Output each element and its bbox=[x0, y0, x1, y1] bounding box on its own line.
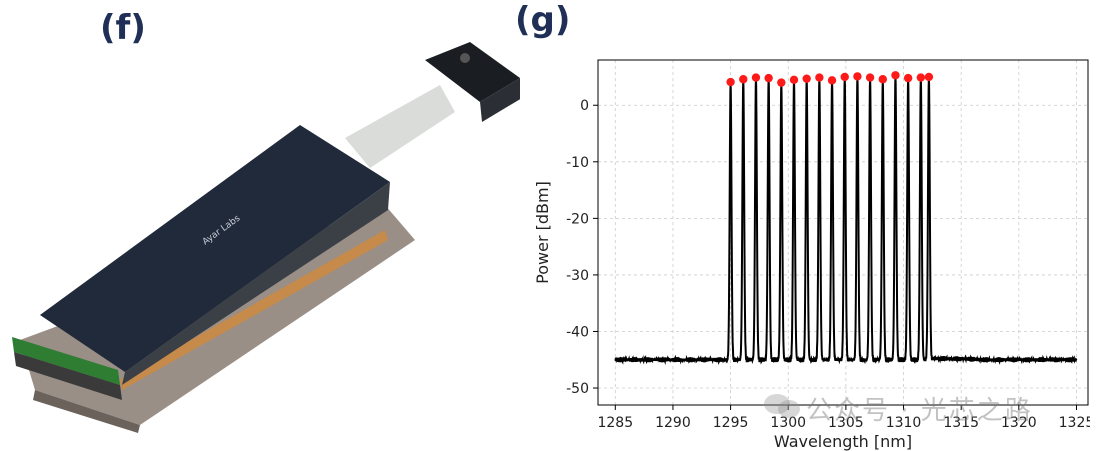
y-tick-label: 0 bbox=[580, 98, 589, 114]
y-tick-label: -10 bbox=[566, 155, 589, 171]
y-tick-label: -30 bbox=[566, 268, 589, 284]
peak-marker bbox=[777, 78, 786, 87]
x-tick-label: 1285 bbox=[597, 415, 633, 431]
peak-marker bbox=[865, 73, 875, 82]
module-base-edge bbox=[33, 390, 140, 433]
chart-grid bbox=[598, 60, 1088, 405]
fiber-ribbon bbox=[345, 85, 455, 168]
peak-marker bbox=[827, 76, 837, 85]
x-tick-label: 1295 bbox=[713, 415, 749, 431]
peak-marker bbox=[739, 75, 748, 84]
peak-marker bbox=[878, 75, 887, 84]
peak-marker bbox=[840, 72, 849, 82]
peak-marker bbox=[789, 75, 799, 84]
x-tick-label: 1305 bbox=[828, 415, 864, 431]
x-tick-label: 1290 bbox=[655, 415, 691, 431]
peak-marker bbox=[751, 73, 761, 82]
module-lid bbox=[40, 125, 390, 372]
panel-label-g: (g) bbox=[515, 0, 571, 40]
peak-marker bbox=[764, 73, 773, 83]
x-tick-label: 1320 bbox=[1001, 415, 1037, 431]
wechat-icon bbox=[764, 394, 800, 418]
fiber-connector bbox=[425, 42, 520, 102]
peak-marker bbox=[802, 74, 811, 83]
spectrum-chart: 1285 1290 1295 1300 1305 1310 1315 1320 1325 0 -10… bbox=[533, 59, 1090, 451]
module-copper-edge bbox=[120, 230, 388, 390]
module-pcb bbox=[12, 337, 120, 385]
peak-marker bbox=[916, 73, 926, 82]
x-tick-label: 1315 bbox=[943, 415, 979, 431]
peak-marker bbox=[903, 73, 913, 83]
spectrum-line bbox=[614, 75, 1078, 366]
peak-marker bbox=[853, 72, 862, 81]
module-lid-side bbox=[122, 182, 390, 385]
connector-port-icon bbox=[460, 53, 470, 63]
peak-marker bbox=[815, 73, 824, 82]
y-axis-title: Power [dBm] bbox=[533, 181, 552, 284]
x-tick-label: 1300 bbox=[770, 415, 806, 431]
y-tick-label: -20 bbox=[566, 211, 589, 227]
peak-marker bbox=[924, 72, 934, 82]
optical-module-image: Ayar Labs bbox=[12, 42, 520, 433]
x-tick-label: 1325 bbox=[1059, 415, 1090, 431]
peak-marker bbox=[891, 71, 900, 80]
fiber-connector-side bbox=[480, 78, 520, 122]
x-tick-label: 1310 bbox=[886, 415, 922, 431]
panel-label-f: (f) bbox=[100, 8, 146, 48]
chart-ticks: 1285 1290 1295 1300 1305 1310 1315 1320 1325 0 -10… bbox=[566, 98, 1090, 431]
plot-frame bbox=[597, 59, 1089, 406]
watermark-text: 公众号 · 光芯之路 bbox=[806, 396, 1033, 426]
y-tick-label: -40 bbox=[566, 324, 589, 340]
peak-marker bbox=[726, 77, 735, 87]
chart-series bbox=[614, 71, 1078, 366]
y-tick-label: -50 bbox=[566, 381, 589, 397]
module-pcb-connectors bbox=[14, 352, 122, 400]
x-axis-title: Wavelength [nm] bbox=[774, 432, 912, 451]
